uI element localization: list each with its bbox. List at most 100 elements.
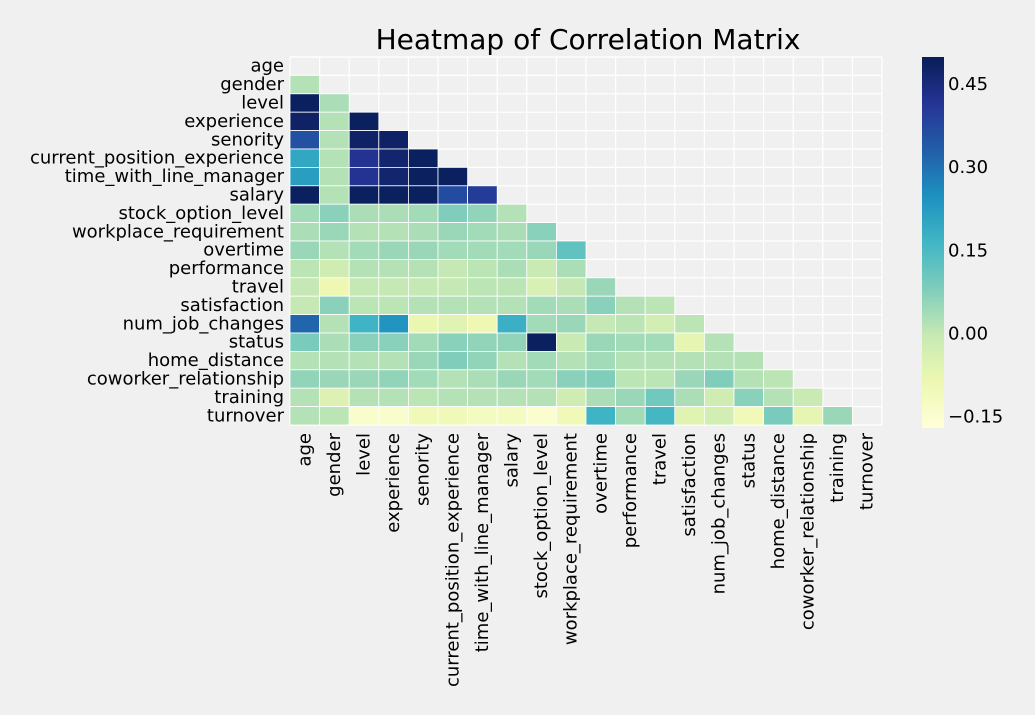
heatmap-cell <box>378 166 409 187</box>
heatmap-cell <box>496 314 528 334</box>
heatmap-cell <box>556 258 587 279</box>
heatmap-cell <box>467 332 498 352</box>
heatmap-cell <box>289 387 321 408</box>
heatmap-cell <box>407 332 439 352</box>
heatmap-cell <box>407 185 439 205</box>
heatmap-cell <box>644 406 676 426</box>
heatmap-cell <box>615 350 646 371</box>
x-tick-label: coworker_relationship <box>798 433 819 630</box>
heatmap-cell <box>289 350 321 371</box>
y-tick-label: time_with_line_manager <box>65 166 285 187</box>
heatmap-cell <box>319 203 350 223</box>
x-tick-label: age <box>294 433 315 467</box>
heatmap-cell <box>437 258 469 279</box>
y-tick-label: status <box>229 332 284 353</box>
heatmap-cell <box>674 369 705 389</box>
x-tick-label: current_position_experience <box>442 433 463 687</box>
heatmap-cell <box>378 130 409 150</box>
heatmap-cell <box>348 240 380 260</box>
heatmap-cell <box>378 332 409 352</box>
heatmap-cell <box>763 406 794 426</box>
colorbar-gradient <box>922 57 944 428</box>
heatmap-cell <box>407 240 439 260</box>
heatmap-cell <box>496 350 528 371</box>
heatmap-cell <box>348 130 380 150</box>
heatmap-cell <box>437 332 469 352</box>
heatmap-cell <box>526 277 557 297</box>
heatmap-cell <box>496 203 528 223</box>
heatmap-cell <box>378 203 409 223</box>
heatmap-cell <box>585 369 617 389</box>
heatmap-cell <box>644 350 676 371</box>
heatmap-cell <box>319 350 350 371</box>
heatmap-cell <box>348 369 380 389</box>
heatmap-cell <box>556 387 587 408</box>
y-tick-label: coworker_relationship <box>87 369 284 390</box>
x-tick-label: status <box>738 433 759 488</box>
heatmap-cell <box>348 258 380 279</box>
heatmap-cell <box>289 295 321 316</box>
heatmap-cell <box>289 93 321 113</box>
heatmap-cell <box>348 277 380 297</box>
heatmap-cell <box>348 166 380 187</box>
heatmap-cell <box>467 350 498 371</box>
heatmap-cell <box>585 406 617 426</box>
heatmap-cell <box>763 369 794 389</box>
heatmap-cell <box>704 369 735 389</box>
heatmap-cell <box>378 369 409 389</box>
heatmap-cell <box>526 222 557 242</box>
colorbar-tick-label: −0.15 <box>948 406 1003 427</box>
heatmap-cell <box>407 258 439 279</box>
heatmap-cell <box>556 240 587 260</box>
heatmap-cell <box>319 111 350 131</box>
heatmap-cell <box>496 277 528 297</box>
heatmap-cell <box>437 387 469 408</box>
heatmap-cell <box>556 369 587 389</box>
x-tick-label: time_with_line_manager <box>472 432 493 652</box>
heatmap-cell <box>378 240 409 260</box>
heatmap-cell <box>556 406 587 426</box>
heatmap-cell <box>822 406 853 426</box>
y-tick-label: home_distance <box>148 350 284 371</box>
x-tick-label: gender <box>324 432 345 496</box>
y-axis-tick-labels: agegenderlevelexperiencesenoritycurrent_… <box>30 56 285 427</box>
heatmap-cell <box>526 258 557 279</box>
heatmap-cell <box>615 295 646 316</box>
heatmap-cell <box>733 350 765 371</box>
y-tick-label: turnover <box>207 405 285 426</box>
heatmap-cell <box>467 387 498 408</box>
heatmap-cell <box>792 406 824 426</box>
heatmap-cell <box>467 240 498 260</box>
heatmap-cell <box>319 166 350 187</box>
heatmap-cell <box>319 258 350 279</box>
heatmap-cell <box>289 203 321 223</box>
x-tick-label: level <box>354 433 375 476</box>
heatmap-cell <box>585 332 617 352</box>
y-tick-label: experience <box>184 111 284 132</box>
heatmap-cell <box>763 387 794 408</box>
heatmap-cell <box>496 258 528 279</box>
heatmap-cell <box>348 148 380 168</box>
heatmap-cell <box>348 387 380 408</box>
heatmap-cell <box>289 185 321 205</box>
y-tick-label: salary <box>230 185 285 206</box>
heatmap-cell <box>407 350 439 371</box>
heatmap-cell <box>674 387 705 408</box>
x-tick-label: travel <box>650 433 671 485</box>
y-tick-label: current_position_experience <box>30 148 284 169</box>
x-tick-label: stock_option_level <box>531 433 552 599</box>
heatmap-cell <box>348 185 380 205</box>
heatmap-cell <box>289 75 321 95</box>
heatmap-cell <box>704 387 735 408</box>
x-tick-label: satisfaction <box>679 433 700 537</box>
heatmap-cell <box>792 387 824 408</box>
heatmap-cell <box>733 369 765 389</box>
heatmap-cell <box>437 314 469 334</box>
colorbar-tick-label: 0.45 <box>948 74 988 95</box>
y-tick-label: training <box>214 387 284 408</box>
heatmap-cells <box>289 75 853 426</box>
heatmap-cell <box>348 406 380 426</box>
heatmap-cell <box>467 369 498 389</box>
